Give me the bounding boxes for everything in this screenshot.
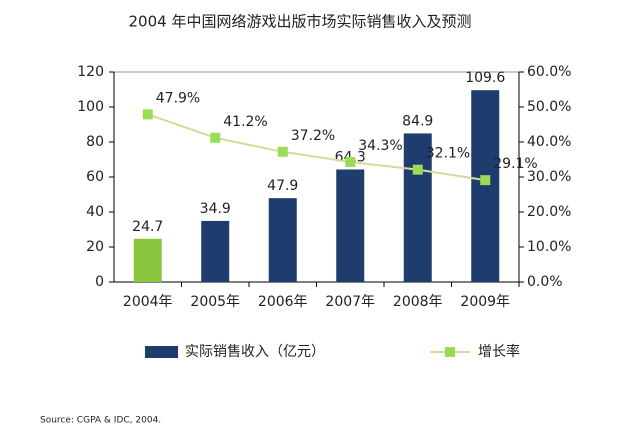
growth-marker	[480, 175, 491, 186]
growth-value-label: 41.2%	[223, 114, 267, 130]
growth-line	[147, 113, 486, 182]
y2-tick-label: 10.0%	[527, 239, 571, 255]
x-tick-label: 2008年	[393, 294, 443, 310]
y-tick-label: 20	[86, 239, 104, 255]
bar	[268, 198, 297, 282]
source: Source: CGPA & IDC, 2004.	[40, 416, 161, 426]
legend-swatch	[145, 346, 178, 358]
growth-marker	[412, 164, 423, 175]
x-tick-label: 2007年	[325, 294, 375, 310]
bar-value-label: 47.9	[267, 178, 298, 194]
growth-marker	[345, 156, 356, 167]
y-tick-label: 40	[86, 204, 104, 220]
bar-value-label: 84.9	[402, 113, 433, 129]
y2-tick-label: 40.0%	[527, 134, 571, 150]
x-tick-label: 2004年	[123, 294, 173, 310]
bar	[403, 133, 432, 282]
y-tick-label: 120	[77, 64, 104, 80]
bar-value-label: 24.7	[132, 219, 163, 235]
x-tick-label: 2006年	[258, 294, 308, 310]
x-tick-label: 2005年	[190, 294, 240, 310]
y2-tick-label: 50.0%	[527, 99, 571, 115]
bar-value-label: 109.6	[465, 70, 505, 86]
y2-tick-label: 30.0%	[527, 169, 571, 185]
y-tick-label: 0	[95, 274, 104, 290]
y2-tick-label: 20.0%	[527, 204, 571, 220]
legend-label: 实际销售收入（亿元）	[185, 344, 325, 360]
bar	[133, 238, 162, 282]
bar-value-label: 34.9	[200, 201, 231, 217]
y-tick-label: 80	[86, 134, 104, 150]
chart-title: 2004 年中国网络游戏出版市场实际销售收入及预测	[129, 13, 472, 31]
y-tick-label: 100	[77, 99, 104, 115]
x-tick-label: 2009年	[460, 294, 510, 310]
bar	[336, 169, 365, 282]
bar	[471, 90, 500, 282]
growth-value-label: 37.2%	[291, 128, 335, 144]
growth-marker	[277, 146, 288, 157]
growth-value-label: 47.9%	[156, 90, 200, 106]
growth-value-label: 32.1%	[426, 146, 470, 162]
legend-marker	[445, 347, 455, 357]
y2-tick-label: 60.0%	[527, 64, 571, 80]
bar	[201, 220, 230, 282]
legend-label: 增长率	[478, 343, 520, 360]
growth-value-label: 29.1%	[493, 156, 537, 172]
growth-marker	[210, 132, 221, 143]
y-tick-label: 60	[86, 169, 104, 185]
growth-value-label: 34.3%	[358, 138, 402, 154]
growth-marker	[142, 109, 153, 120]
y2-tick-label: 0.0%	[527, 274, 563, 290]
